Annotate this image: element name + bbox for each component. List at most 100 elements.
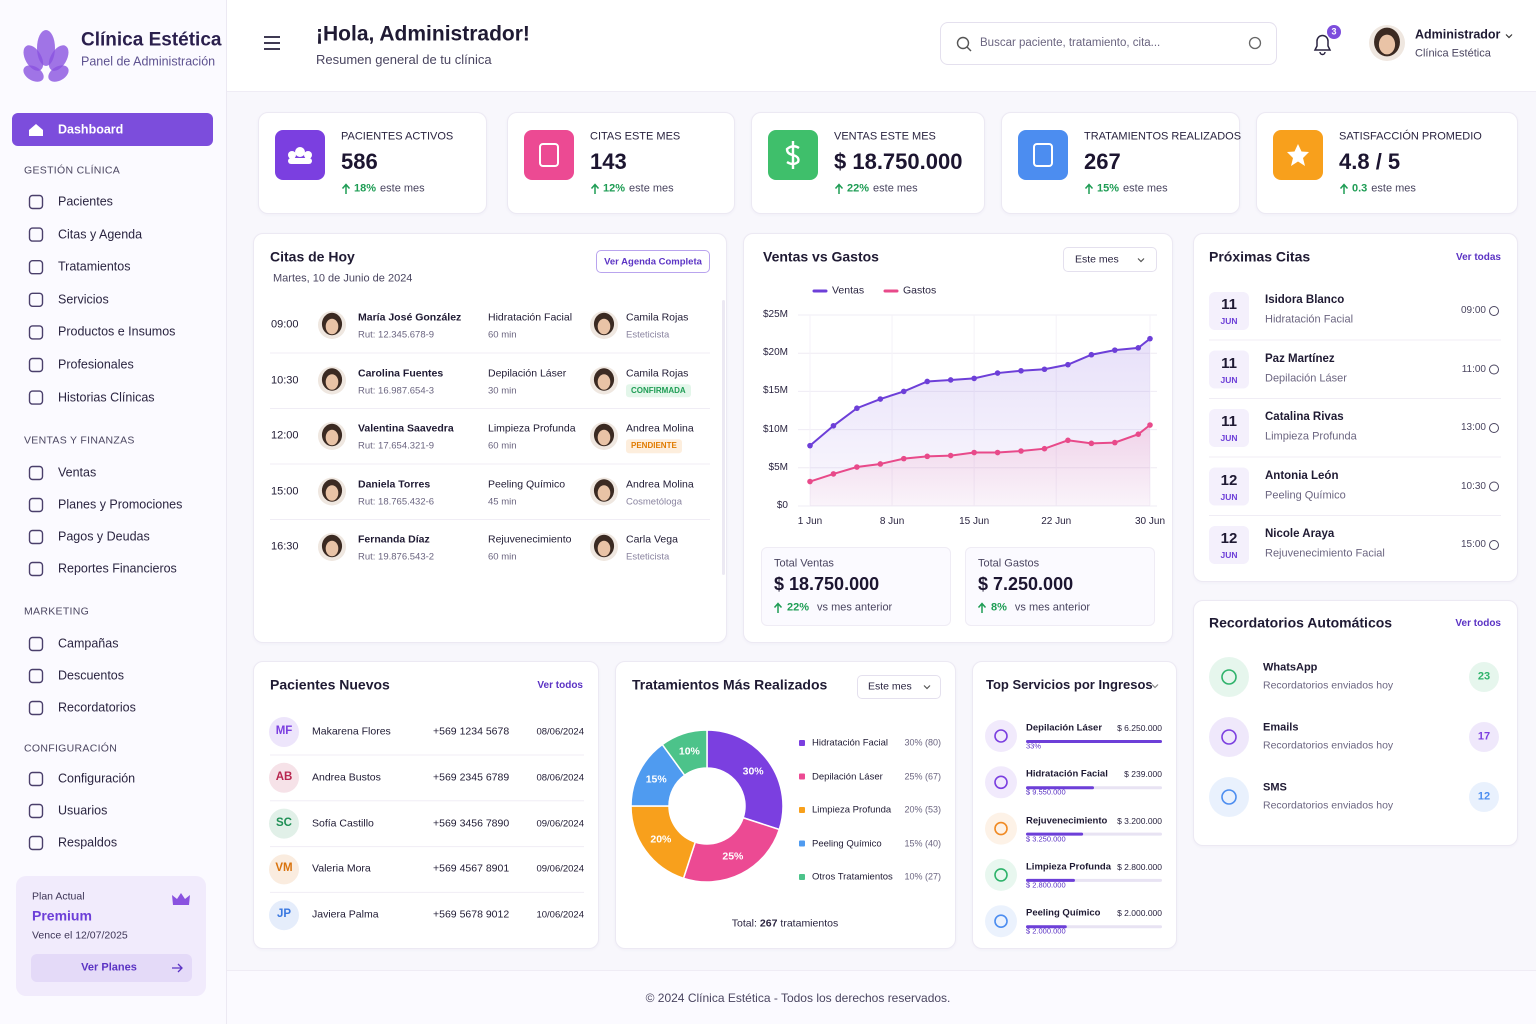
y-tick-label: $10M xyxy=(762,423,788,435)
appointment-time: 11:00 xyxy=(1461,363,1486,375)
plan-button-label[interactable]: Ver Planes xyxy=(81,961,137,974)
patient-phone: +569 2345 6789 xyxy=(433,771,510,784)
kpi-change-period: este mes xyxy=(380,182,425,195)
nav-item-label[interactable]: Citas y Agenda xyxy=(58,227,143,242)
nav-item-label[interactable]: Profesionales xyxy=(58,357,134,372)
total-label: Total: xyxy=(731,917,757,930)
patient-date: 09/06/2024 xyxy=(536,817,584,829)
nav-item-label[interactable]: Productos e Insumos xyxy=(58,324,176,339)
nav-item-label[interactable]: Descuentos xyxy=(58,668,125,683)
service-detail: $ 2.000.000 xyxy=(1026,926,1066,936)
appointment-time: 16:30 xyxy=(271,540,299,553)
legend-value: 25% (67) xyxy=(904,771,941,782)
patient-date: 08/06/2024 xyxy=(536,726,584,738)
nav-active[interactable] xyxy=(12,113,213,146)
nav-item-label[interactable]: Reportes Financieros xyxy=(58,561,177,576)
appointment-time: 09:00 xyxy=(271,318,299,331)
plan-button[interactable] xyxy=(31,954,192,982)
kpi-change-value: 22% xyxy=(847,182,870,195)
date-day: 11 xyxy=(1221,354,1237,372)
patient-initials: SC xyxy=(276,816,292,829)
card-link[interactable]: Ver todos xyxy=(1455,618,1501,629)
appointment-time: 10:30 xyxy=(271,373,299,386)
nav-item-label[interactable]: Dashboard xyxy=(58,122,124,137)
patient-name: Daniela Torres xyxy=(358,478,431,491)
kpi-value: $ 18.750.000 xyxy=(834,148,963,174)
x-tick-label: 15 Jun xyxy=(959,516,990,527)
total-change: 22% vs mes anterior xyxy=(787,601,892,614)
total-value: $ 7.250.000 xyxy=(978,574,1074,595)
user-name[interactable]: Administrador xyxy=(1415,27,1501,42)
service-name: Hidratación Facial xyxy=(1026,768,1108,780)
status-badge: CONFIRMADA xyxy=(626,383,691,398)
kpi-change-value: 18% xyxy=(354,182,377,195)
date-day: 12 xyxy=(1220,471,1238,489)
nav-item-label[interactable]: Pagos y Deudas xyxy=(58,529,150,544)
total-label: Total Gastos xyxy=(978,557,1040,570)
legend-label: Hidratación Facial xyxy=(812,737,889,749)
patient-date: 10/06/2024 xyxy=(536,909,584,921)
treatment-duration: 45 min xyxy=(488,495,517,507)
plan-label: Plan Actual xyxy=(32,890,85,903)
patient-initials: MF xyxy=(275,725,293,738)
kpi-change: 15% este mes xyxy=(1097,182,1168,195)
agenda-button-label[interactable]: Ver Agenda Completa xyxy=(604,256,702,268)
kpi-change-period: este mes xyxy=(629,182,674,195)
nav-item-label[interactable]: Respaldos xyxy=(58,835,118,850)
agenda-button[interactable] xyxy=(596,250,710,273)
total-change-value: 22% xyxy=(787,601,810,614)
patient-date: 09/06/2024 xyxy=(536,863,584,875)
patient-name: Valentina Saavedra xyxy=(358,422,454,435)
nav-section-title: MARKETING xyxy=(24,605,90,618)
kpi-change: 12% este mes xyxy=(603,182,674,195)
period-dropdown[interactable] xyxy=(1063,247,1157,272)
patient-name: Nicole Araya xyxy=(1265,528,1335,541)
nav-item-label[interactable]: Ventas xyxy=(58,465,97,480)
treatment-duration: 30 min xyxy=(488,384,517,396)
nav-item-label[interactable]: Usuarios xyxy=(58,803,108,818)
slice-label: 20% xyxy=(650,833,672,846)
card-link[interactable]: Ver todas xyxy=(1455,252,1501,263)
nav-item-label[interactable]: Campañas xyxy=(58,636,119,651)
nav-item-label[interactable]: Historias Clínicas xyxy=(58,390,155,405)
patient-name: Andrea Bustos xyxy=(312,771,381,784)
nav-item-label[interactable]: Servicios xyxy=(58,292,109,307)
total-change-note: vs mes anterior xyxy=(1014,601,1091,614)
channel-name: Emails xyxy=(1263,721,1299,734)
notification-count[interactable]: 3 xyxy=(1331,26,1337,37)
appointment-time: 10:30 xyxy=(1460,480,1486,492)
card-link[interactable]: Ver todos xyxy=(537,680,583,691)
professional-name: Camila Rojas xyxy=(626,311,689,324)
date-day: 11 xyxy=(1221,296,1237,313)
search-box[interactable] xyxy=(940,22,1277,65)
patient-rut: Rut: 18.765.432-6 xyxy=(358,495,435,507)
appointment-time: 15:00 xyxy=(271,484,299,497)
nav-item-label[interactable]: Recordatorios xyxy=(58,700,136,715)
treatment-name: Rejuvenecimiento xyxy=(488,533,572,546)
y-tick-label: $20M xyxy=(762,347,788,359)
patient-name: María José González xyxy=(358,311,462,324)
service-amount: $ 239.000 xyxy=(1124,769,1162,780)
brand-subtitle: Panel de Administración xyxy=(81,54,216,69)
dropdown-label[interactable]: Este mes xyxy=(868,680,912,693)
nav-item-label[interactable]: Configuración xyxy=(58,771,136,786)
reminders-card xyxy=(1193,600,1518,846)
kpi-value: 586 xyxy=(341,148,378,174)
card-title: Recordatorios Automáticos xyxy=(1209,614,1393,631)
service-detail: $ 3.250.000 xyxy=(1026,834,1066,844)
nav-item-label[interactable]: Tratamientos xyxy=(58,259,131,274)
nav-item-label[interactable]: Pacientes xyxy=(58,194,113,209)
legend-value: 20% (53) xyxy=(904,804,941,815)
professional-name: Carla Vega xyxy=(626,533,678,546)
total-change: 8% vs mes anterior xyxy=(991,601,1090,614)
patient-rut: Rut: 12.345.678-9 xyxy=(358,329,435,341)
search-placeholder[interactable]: Buscar paciente, tratamiento, cita... xyxy=(980,37,1161,50)
kpi-label: CITAS ESTE MES xyxy=(590,130,681,143)
kpi-value: 267 xyxy=(1084,148,1121,174)
card-title: Citas de Hoy xyxy=(270,248,355,265)
nav-item-label[interactable]: Planes y Promociones xyxy=(58,497,183,512)
total-box xyxy=(761,547,951,626)
legend-label: Gastos xyxy=(903,284,937,297)
dropdown-label[interactable]: Este mes xyxy=(1075,253,1119,266)
service-amount: $ 2.800.000 xyxy=(1117,861,1162,872)
